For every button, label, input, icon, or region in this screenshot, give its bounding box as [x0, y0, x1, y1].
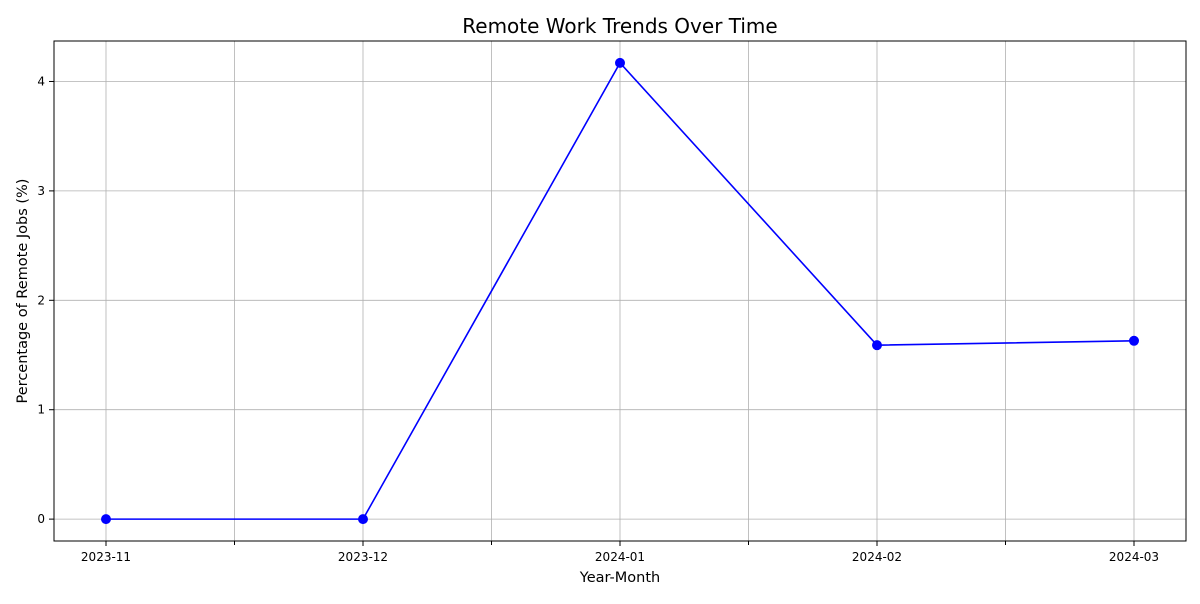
- x-axis-label: Year-Month: [579, 570, 660, 586]
- x-tick-label: 2023-12: [338, 550, 388, 564]
- y-axis-label: Percentage of Remote Jobs (%): [15, 179, 31, 404]
- data-point-2024-01: [615, 57, 625, 68]
- y-tick-label: 3: [37, 184, 45, 198]
- x-axis-ticks: 2023-11 2023-12 2024-01 2024-02 2024-03: [81, 541, 1159, 564]
- series-remote-jobs: [101, 57, 1139, 525]
- y-axis-ticks: 0 1 2 3 4: [37, 74, 54, 526]
- y-tick-label: 4: [37, 74, 45, 88]
- x-tick-label: 2023-11: [81, 550, 131, 564]
- data-point-2023-12: [358, 514, 368, 525]
- y-tick-label: 1: [37, 403, 45, 417]
- y-tick-label: 0: [37, 512, 45, 526]
- grid: [54, 41, 1186, 541]
- data-point-2023-11: [101, 514, 111, 525]
- y-tick-label: 2: [37, 293, 45, 307]
- series-markers: [101, 57, 1139, 525]
- x-tick-label: 2024-02: [852, 550, 902, 564]
- x-tick-label: 2024-03: [1109, 550, 1159, 564]
- data-point-2024-03: [1129, 335, 1139, 346]
- chart-title: Remote Work Trends Over Time: [462, 14, 777, 38]
- data-point-2024-02: [872, 340, 882, 351]
- x-tick-label: 2024-01: [595, 550, 645, 564]
